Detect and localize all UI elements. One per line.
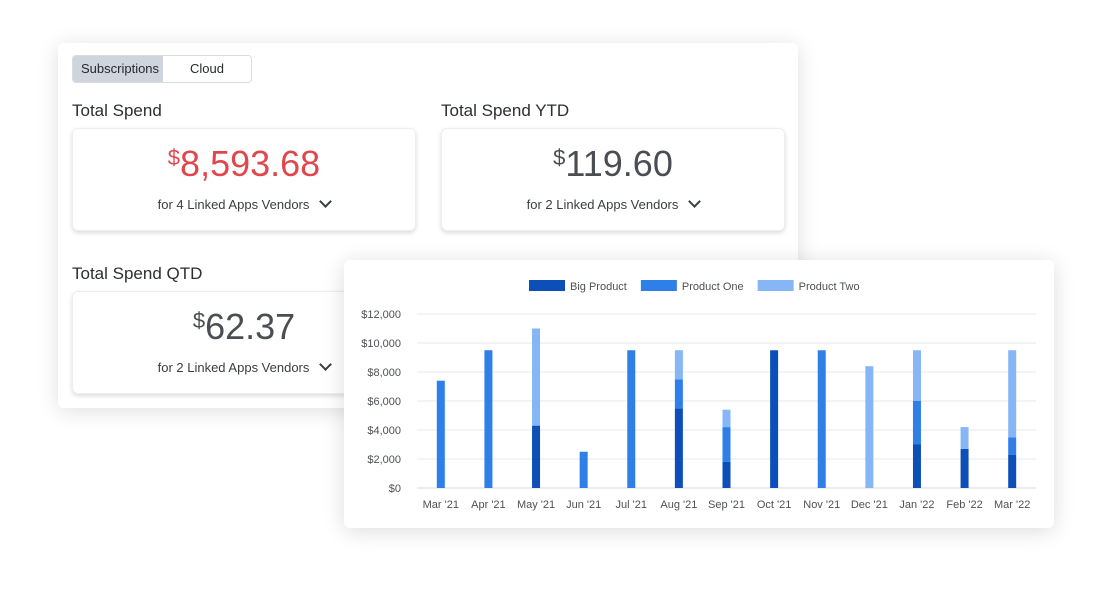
spend-chart-card: $0 $2,000 $4,000 $6,000 $8,000 $10,000 $12,000… bbox=[344, 260, 1054, 528]
total-spend-amount: 8,593.68 bbox=[180, 143, 321, 184]
y-tick-label: $2,000 bbox=[367, 454, 401, 466]
total-spend-ytd-subtitle: for 2 Linked Apps Vendors bbox=[526, 197, 679, 212]
total-spend-subtitle: for 4 Linked Apps Vendors bbox=[157, 197, 310, 212]
tab-cloud[interactable]: Cloud bbox=[163, 56, 251, 82]
bar-segment bbox=[674, 408, 683, 488]
bar-segment bbox=[960, 448, 969, 488]
x-tick-label: Dec '21 bbox=[851, 499, 888, 511]
x-tick-label: May '21 bbox=[517, 499, 555, 511]
spend-summary-card: Subscriptions Cloud Total Spend $8,593.6… bbox=[58, 43, 798, 408]
total-spend-card: $8,593.68 for 4 Linked Apps Vendors bbox=[72, 128, 416, 231]
total-spend-qtd-subtitle: for 2 Linked Apps Vendors bbox=[157, 360, 310, 375]
legend-label: Product Two bbox=[799, 281, 860, 293]
y-tick-label: $4,000 bbox=[367, 425, 401, 437]
bar-segment bbox=[722, 427, 731, 462]
bar-segment bbox=[1008, 454, 1017, 488]
x-tick-label: Oct '21 bbox=[757, 499, 792, 511]
bar-segment bbox=[532, 328, 541, 426]
bar-segment bbox=[912, 444, 921, 488]
total-spend-title: Total Spend bbox=[72, 101, 162, 120]
y-tick-label: $6,000 bbox=[367, 396, 401, 408]
bar-segment bbox=[865, 366, 874, 488]
total-spend-qtd-title: Total Spend QTD bbox=[72, 264, 203, 283]
chevron-down-icon[interactable] bbox=[688, 195, 702, 208]
total-spend-vendors[interactable]: for 4 Linked Apps Vendors bbox=[73, 195, 415, 212]
y-tick-label: $10,000 bbox=[361, 338, 401, 350]
x-tick-label: Nov '21 bbox=[803, 499, 840, 511]
bar-segment bbox=[627, 350, 636, 488]
legend-label: Product One bbox=[682, 281, 744, 293]
x-tick-label: Mar '22 bbox=[994, 499, 1030, 511]
x-tick-label: Apr '21 bbox=[471, 499, 506, 511]
currency-symbol: $ bbox=[167, 145, 181, 170]
y-tick-label: $0 bbox=[389, 483, 401, 495]
total-spend-ytd-title: Total Spend YTD bbox=[441, 101, 570, 120]
y-tick-label: $12,000 bbox=[361, 309, 401, 321]
bar-segment bbox=[770, 350, 779, 488]
x-tick-label: Aug '21 bbox=[660, 499, 697, 511]
bar-segment bbox=[912, 350, 921, 401]
x-tick-label: Jan '22 bbox=[899, 499, 934, 511]
total-spend-ytd-value: $119.60 bbox=[442, 143, 784, 185]
total-spend-ytd-card: $119.60 for 2 Linked Apps Vendors bbox=[441, 128, 785, 231]
x-tick-label: Feb '22 bbox=[946, 499, 982, 511]
currency-symbol: $ bbox=[553, 145, 566, 170]
bar-segment bbox=[674, 379, 683, 409]
chevron-down-icon[interactable] bbox=[319, 358, 333, 371]
bar-segment bbox=[579, 451, 588, 488]
bar-segment bbox=[722, 409, 731, 428]
bar-segment bbox=[1008, 350, 1017, 438]
total-spend-value: $8,593.68 bbox=[73, 143, 415, 185]
x-tick-label: Mar '21 bbox=[423, 499, 459, 511]
tab-subscriptions[interactable]: Subscriptions bbox=[73, 56, 163, 82]
total-spend-qtd-value: $62.37 bbox=[73, 306, 415, 348]
legend-swatch bbox=[529, 280, 565, 291]
legend-swatch bbox=[757, 280, 794, 291]
bar-segment bbox=[1008, 437, 1017, 455]
legend-swatch bbox=[640, 280, 677, 291]
bar-segment bbox=[436, 380, 445, 488]
total-spend-qtd-vendors[interactable]: for 2 Linked Apps Vendors bbox=[73, 358, 415, 375]
total-spend-ytd-vendors[interactable]: for 2 Linked Apps Vendors bbox=[442, 195, 784, 212]
bar-segment bbox=[722, 461, 731, 488]
total-spend-qtd-amount: 62.37 bbox=[205, 306, 296, 347]
bar-segment bbox=[532, 425, 541, 488]
bar-segment bbox=[484, 350, 493, 488]
x-tick-label: Sep '21 bbox=[708, 499, 745, 511]
y-tick-label: $8,000 bbox=[367, 367, 401, 379]
view-toggle: Subscriptions Cloud bbox=[72, 55, 252, 83]
x-tick-label: Jun '21 bbox=[566, 499, 601, 511]
total-spend-ytd-amount: 119.60 bbox=[565, 143, 673, 184]
bar-segment bbox=[674, 350, 683, 380]
legend-label: Big Product bbox=[570, 281, 627, 293]
bar-segment bbox=[960, 427, 969, 449]
chevron-down-icon[interactable] bbox=[319, 195, 333, 208]
x-tick-label: Jul '21 bbox=[616, 499, 647, 511]
currency-symbol: $ bbox=[192, 308, 206, 333]
stacked-bar-chart: $0 $2,000 $4,000 $6,000 $8,000 $10,000 $12,000… bbox=[361, 280, 1036, 511]
bar-segment bbox=[912, 401, 921, 445]
bar-segment bbox=[817, 350, 826, 488]
